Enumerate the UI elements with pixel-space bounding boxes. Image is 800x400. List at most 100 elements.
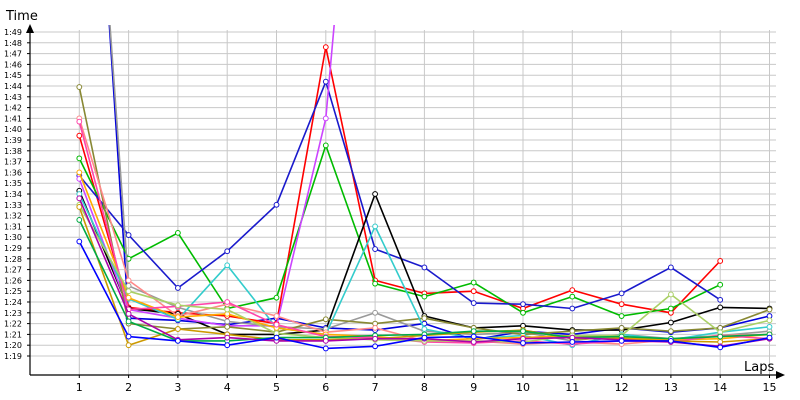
data-point: [175, 337, 181, 344]
data-point: [668, 328, 674, 335]
data-point: [717, 344, 724, 351]
y-tick-label: 1:38: [4, 147, 22, 156]
data-point: [76, 169, 83, 176]
data-point: [421, 293, 428, 300]
axes: [26, 24, 785, 379]
data-point: [717, 296, 724, 303]
data-point: [766, 306, 773, 313]
y-tick-label: 1:33: [4, 201, 22, 210]
x-tick-label: 9: [470, 381, 477, 394]
y-tick-label: 1:37: [4, 158, 22, 167]
y-tick-label: 1:40: [4, 125, 22, 134]
data-point: [470, 300, 477, 306]
data-point: [618, 313, 625, 319]
y-tick-label: 1:41: [4, 114, 22, 123]
data-point: [421, 264, 428, 271]
data-point: [175, 229, 181, 236]
data-point: [224, 318, 231, 325]
y-tick-label: 1:24: [4, 298, 22, 307]
x-axis-title: Laps: [744, 360, 774, 375]
data-point: [273, 321, 280, 328]
y-tick-label: 1:21: [4, 330, 22, 339]
data-point: [766, 317, 773, 324]
data-point: [125, 277, 132, 284]
data-point: [125, 318, 132, 325]
y-tick-label: 1:36: [4, 168, 22, 177]
x-tick-label: 5: [273, 381, 280, 394]
data-point: [372, 246, 379, 252]
data-point: [273, 313, 280, 319]
series-line-4: [78, 80, 721, 310]
data-point: [76, 118, 83, 125]
data-point: [470, 279, 477, 286]
series-line-2: [78, 46, 721, 325]
x-tick-label: 6: [322, 381, 329, 394]
y-tick-label: 1:32: [4, 212, 22, 221]
data-point: [372, 343, 379, 350]
data-point: [717, 258, 724, 264]
data-point: [520, 328, 526, 335]
data-point: [421, 334, 428, 341]
data-point: [766, 323, 773, 330]
data-point: [618, 325, 625, 331]
y-tick-label: 1:23: [4, 309, 22, 318]
data-point: [322, 337, 329, 344]
series-line-3: [78, 144, 721, 317]
data-point: [76, 155, 83, 162]
data-point: [569, 305, 576, 312]
data-point: [322, 78, 329, 85]
data-point: [520, 309, 526, 316]
y-tick-label: 1:25: [4, 287, 22, 296]
data-point: [175, 314, 181, 321]
data-point: [717, 304, 724, 311]
data-point: [372, 325, 379, 331]
data-point: [322, 316, 329, 323]
data-point: [668, 264, 674, 271]
data-point: [76, 84, 83, 90]
y-tick-label: 1:26: [4, 276, 22, 285]
data-point: [470, 288, 477, 295]
data-point: [76, 238, 83, 245]
data-point: [618, 301, 625, 308]
data-point: [125, 232, 132, 238]
y-tick-label: 1:19: [4, 352, 22, 361]
data-point: [175, 326, 181, 332]
y-tick-label: 1:48: [4, 39, 22, 48]
data-point: [470, 339, 477, 345]
data-point: [372, 335, 379, 342]
data-point: [322, 345, 329, 352]
y-tick-label: 1:39: [4, 136, 22, 145]
y-tick-label: 1:22: [4, 320, 22, 329]
y-tick-label: 1:31: [4, 222, 22, 231]
data-point: [717, 281, 724, 288]
data-point: [125, 333, 132, 340]
x-tick-label: 12: [615, 381, 629, 394]
tick-labels: 1:19 1:20 1:211:22 1:23 1:24 1:25 1:261:27 1:28…: [4, 28, 777, 394]
data-point: [372, 280, 379, 287]
x-axis-arrow: [776, 371, 785, 379]
x-tick-label: 10: [516, 381, 530, 394]
y-tick-label: 1:42: [4, 104, 22, 113]
data-point: [470, 333, 477, 340]
data-point: [372, 223, 379, 230]
data-point: [569, 293, 576, 300]
y-tick-label: 1:29: [4, 244, 22, 253]
data-point: [322, 44, 329, 51]
data-point: [224, 299, 231, 305]
y-tick-label: 1:45: [4, 71, 22, 80]
x-tick-label: 3: [174, 381, 181, 394]
y-tick-label: 1:27: [4, 266, 22, 275]
data-point: [569, 339, 576, 345]
data-point: [224, 342, 231, 349]
data-point: [273, 334, 280, 341]
y-tick-label: 1:49: [4, 28, 22, 37]
data-point: [125, 342, 132, 349]
data-point: [372, 309, 379, 316]
data-point: [125, 288, 132, 295]
data-point: [618, 290, 625, 297]
data-point: [76, 132, 83, 139]
data-point: [224, 306, 231, 313]
data-point: [421, 315, 428, 322]
data-point: [520, 340, 526, 346]
